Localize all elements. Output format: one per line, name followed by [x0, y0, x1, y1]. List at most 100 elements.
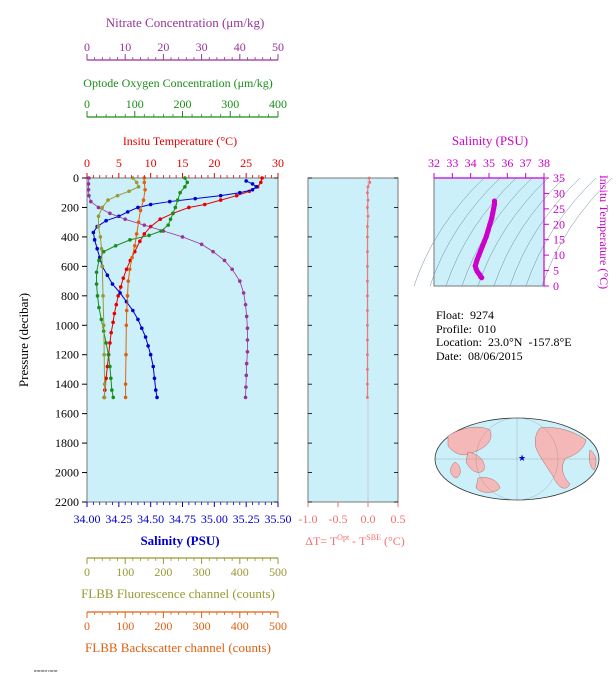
salinity-point [193, 196, 198, 201]
ts-curve [472, 198, 498, 281]
delta-t-tick-label: 0.0 [361, 512, 376, 526]
delta-t-point [366, 309, 369, 312]
temperature-tick-label: 5 [116, 156, 122, 170]
salinity-point [153, 388, 158, 392]
fluorescence-tick-label: 200 [154, 565, 172, 579]
nitrate-tick-label: 10 [119, 40, 131, 54]
ts-y-tick-label: 30 [553, 186, 565, 200]
delta-t-tick-label: -0.5 [329, 512, 348, 526]
delta-t-point [366, 353, 369, 357]
fluorescence-axis-title: FLBB Fluorescence channel (counts) [81, 586, 275, 601]
salinity-point [131, 308, 135, 313]
fluorescence-tick-label: 300 [193, 565, 211, 579]
nitrate-point [244, 385, 248, 389]
nitrate-point [222, 258, 227, 263]
salinity-point [92, 238, 97, 242]
backscatter-point [141, 198, 146, 202]
temperature-point [104, 376, 108, 381]
oxygen-point [183, 185, 187, 189]
delta-t-lines [366, 176, 372, 399]
backscatter-point [123, 382, 128, 386]
location: Location: 23.0°N -157.8°E [436, 335, 572, 349]
ts-x-tick-label: 35 [483, 156, 495, 170]
ts-y-tick-label: 10 [553, 248, 565, 262]
temperature-point [105, 364, 110, 369]
pressure-tick-label: 1600 [55, 407, 79, 421]
ts-y-tick-label: 0 [553, 279, 559, 293]
temperature-tick-label: 0 [84, 156, 90, 170]
temperature-point [142, 232, 147, 236]
ts-x-tick-label: 32 [428, 156, 440, 170]
ts-y-tick-label: 35 [553, 171, 565, 185]
fluorescence-point [127, 189, 131, 194]
delta-t-point [366, 264, 369, 268]
delta-t-axis-title: ΔT= TOpt - TSBE (°C) [305, 533, 405, 548]
backscatter-point [124, 352, 128, 357]
oxygen-tick-label: 300 [221, 97, 239, 111]
ts-x-tick-label: 38 [538, 156, 550, 170]
ts-point [490, 210, 496, 217]
fluorescence-point [102, 352, 106, 357]
delta-t-point [366, 191, 369, 195]
delta-t-point [366, 206, 369, 209]
oxygen-point [101, 249, 106, 254]
temperature-tick-label: 10 [145, 156, 157, 170]
salinity-point [143, 335, 148, 339]
ts-x-tick-label: 36 [501, 156, 513, 170]
ts-point [479, 243, 486, 249]
oxygen-point [97, 305, 101, 310]
salinity-tick-label: 34.00 [74, 512, 101, 526]
delta-t-tick-label: -1.0 [299, 512, 318, 526]
oxygen-point [113, 243, 118, 248]
oxygen-point [147, 233, 151, 238]
oxygen-point [128, 238, 132, 242]
salinity-tick-label: 34.75 [169, 512, 196, 526]
pressure-tick-label: 800 [61, 289, 79, 303]
backscatter-tick-label: 200 [154, 619, 172, 633]
ts-isopycnal [477, 177, 549, 287]
salinity-point [148, 352, 153, 357]
fluorescence-point [115, 193, 120, 198]
date: Date: 08/06/2015 [436, 348, 523, 363]
nitrate-point [241, 291, 246, 295]
backscatter-axis-title: FLBB Backscatter channel (counts) [85, 640, 271, 655]
salinity-point [254, 185, 259, 189]
nitrate-point [89, 199, 93, 204]
temperature-point [158, 217, 163, 222]
pressure-axis-title: Pressure (decibar) [16, 293, 31, 387]
temperature-point [260, 176, 264, 180]
oxygen-point [94, 282, 99, 286]
salinity-axis-title: Salinity (PSU) [140, 533, 219, 548]
float-location-marker: ★ [518, 453, 526, 463]
backscatter-point [127, 267, 132, 272]
delta-t-point [366, 250, 369, 254]
delta-t-point [367, 176, 371, 180]
oxygen-point [110, 388, 114, 392]
pressure-tick-label: 400 [61, 230, 79, 244]
oxygen-point [104, 341, 108, 345]
fluorescence-point [134, 180, 139, 185]
salinity-point [152, 376, 157, 381]
salinity-tick-label: 35.25 [233, 512, 260, 526]
nitrate-tick-label: 0 [84, 40, 90, 54]
ts-point [478, 247, 484, 254]
ts-axis-title: Salinity (PSU) [452, 133, 528, 148]
main-plot-area [86, 177, 279, 503]
fluorescence-tick-label: 100 [116, 565, 134, 579]
temperature-point [108, 341, 112, 345]
salinity-point [238, 190, 242, 195]
delta-t-point [366, 235, 369, 239]
delta-t-tick-label: 0.5 [391, 512, 406, 526]
nitrate-point [87, 193, 91, 198]
pressure-tick-label: 1800 [55, 436, 79, 450]
delta-t-point [366, 185, 370, 189]
salinity-point [151, 364, 156, 369]
ts-isopycnal [509, 177, 581, 287]
fluorescence-point [96, 214, 101, 219]
ts-x-tick-label: 34 [465, 156, 477, 170]
backscatter-point [143, 187, 147, 192]
ts-point [490, 206, 497, 212]
salinity-point [146, 344, 150, 348]
oxygen-point [111, 395, 116, 400]
salinity-point [105, 273, 110, 278]
